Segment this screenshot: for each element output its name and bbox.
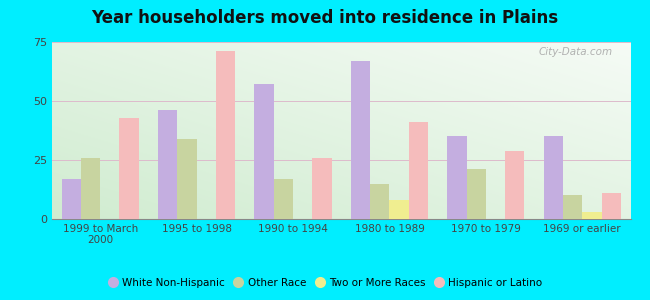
Bar <box>601 193 621 219</box>
Bar <box>120 118 139 219</box>
Bar <box>81 158 100 219</box>
Text: City-Data.com: City-Data.com <box>539 47 613 57</box>
Bar <box>389 200 409 219</box>
Text: Year householders moved into residence in Plains: Year householders moved into residence i… <box>92 9 558 27</box>
Legend: White Non-Hispanic, Other Race, Two or More Races, Hispanic or Latino: White Non-Hispanic, Other Race, Two or M… <box>103 273 547 292</box>
Bar <box>582 212 601 219</box>
Bar <box>274 179 293 219</box>
Bar <box>177 139 196 219</box>
Bar <box>254 85 274 219</box>
Bar <box>370 184 389 219</box>
Bar <box>351 61 370 219</box>
Bar <box>447 136 467 219</box>
Bar <box>312 158 332 219</box>
Bar <box>158 110 177 219</box>
Bar <box>409 122 428 219</box>
Bar <box>543 136 563 219</box>
Bar <box>467 169 486 219</box>
Bar <box>62 179 81 219</box>
Bar <box>563 195 582 219</box>
Bar <box>505 151 525 219</box>
Bar <box>216 51 235 219</box>
